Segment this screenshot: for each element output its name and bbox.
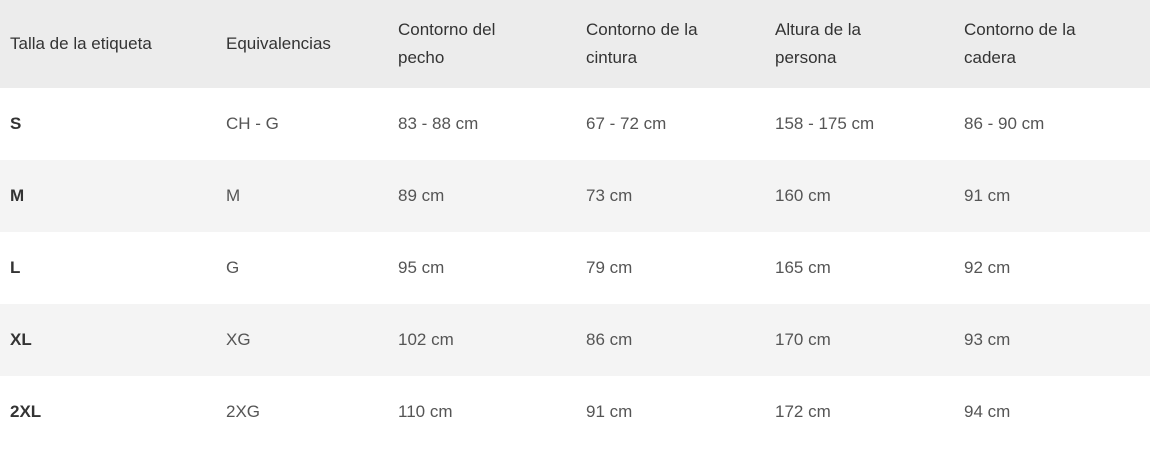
table-row: L G 95 cm 79 cm 165 cm 92 cm (0, 232, 1150, 304)
cell-size: S (10, 114, 22, 133)
cell-height: 165 cm (775, 258, 831, 277)
header-size-label: Talla de la etiqueta (0, 0, 226, 88)
cell-hip: 93 cm (964, 304, 1150, 376)
cell-hip: 91 cm (964, 160, 1150, 232)
cell-chest: 102 cm (398, 304, 586, 376)
table-row: XL XG 102 cm 86 cm 170 cm 93 cm (0, 304, 1150, 376)
cell-hip: 92 cm (964, 258, 1011, 277)
cell-waist: 86 cm (586, 304, 775, 376)
cell-chest: 83 - 88 cm (398, 114, 479, 133)
header-row: Talla de la etiqueta Equivalencias Conto… (0, 0, 1150, 88)
cell-size: L (10, 258, 21, 277)
cell-chest: 110 cm (398, 402, 453, 421)
cell-hip: 94 cm (964, 402, 1011, 421)
cell-waist: 91 cm (586, 402, 633, 421)
cell-size: XL (0, 304, 226, 376)
header-hip: Contorno de la cadera (964, 0, 1150, 88)
cell-size: M (0, 160, 226, 232)
header-waist: Contorno de la cintura (586, 0, 775, 88)
cell-chest: 95 cm (398, 258, 445, 277)
table-row: M M 89 cm 73 cm 160 cm 91 cm (0, 160, 1150, 232)
cell-height: 170 cm (775, 304, 964, 376)
header-chest: Contorno del pecho (398, 0, 586, 88)
table-row: S CH - G 83 - 88 cm 67 - 72 cm 158 - 175 cm 8… (0, 88, 1150, 160)
cell-waist: 73 cm (586, 160, 775, 232)
cell-equivalence: XG (226, 304, 398, 376)
cell-equivalence: M (226, 160, 398, 232)
cell-chest: 89 cm (398, 160, 586, 232)
cell-size: 2XL (10, 402, 42, 421)
cell-waist: 67 - 72 cm (586, 114, 667, 133)
cell-height: 160 cm (775, 160, 964, 232)
size-chart-table: Talla de la etiqueta Equivalencias Conto… (0, 0, 1150, 448)
cell-equivalence: CH - G (226, 114, 279, 133)
header-height: Altura de la persona (775, 0, 964, 88)
cell-height: 172 cm (775, 402, 831, 421)
cell-height: 158 - 175 cm (775, 114, 875, 133)
cell-waist: 79 cm (586, 258, 633, 277)
table-row: 2XL 2XG 110 cm 91 cm 172 cm 94 cm (0, 376, 1150, 448)
cell-equivalence: 2XG (226, 402, 261, 421)
cell-hip: 86 - 90 cm (964, 114, 1045, 133)
header-equivalences: Equivalencias (226, 0, 398, 88)
cell-equivalence: G (226, 258, 240, 277)
